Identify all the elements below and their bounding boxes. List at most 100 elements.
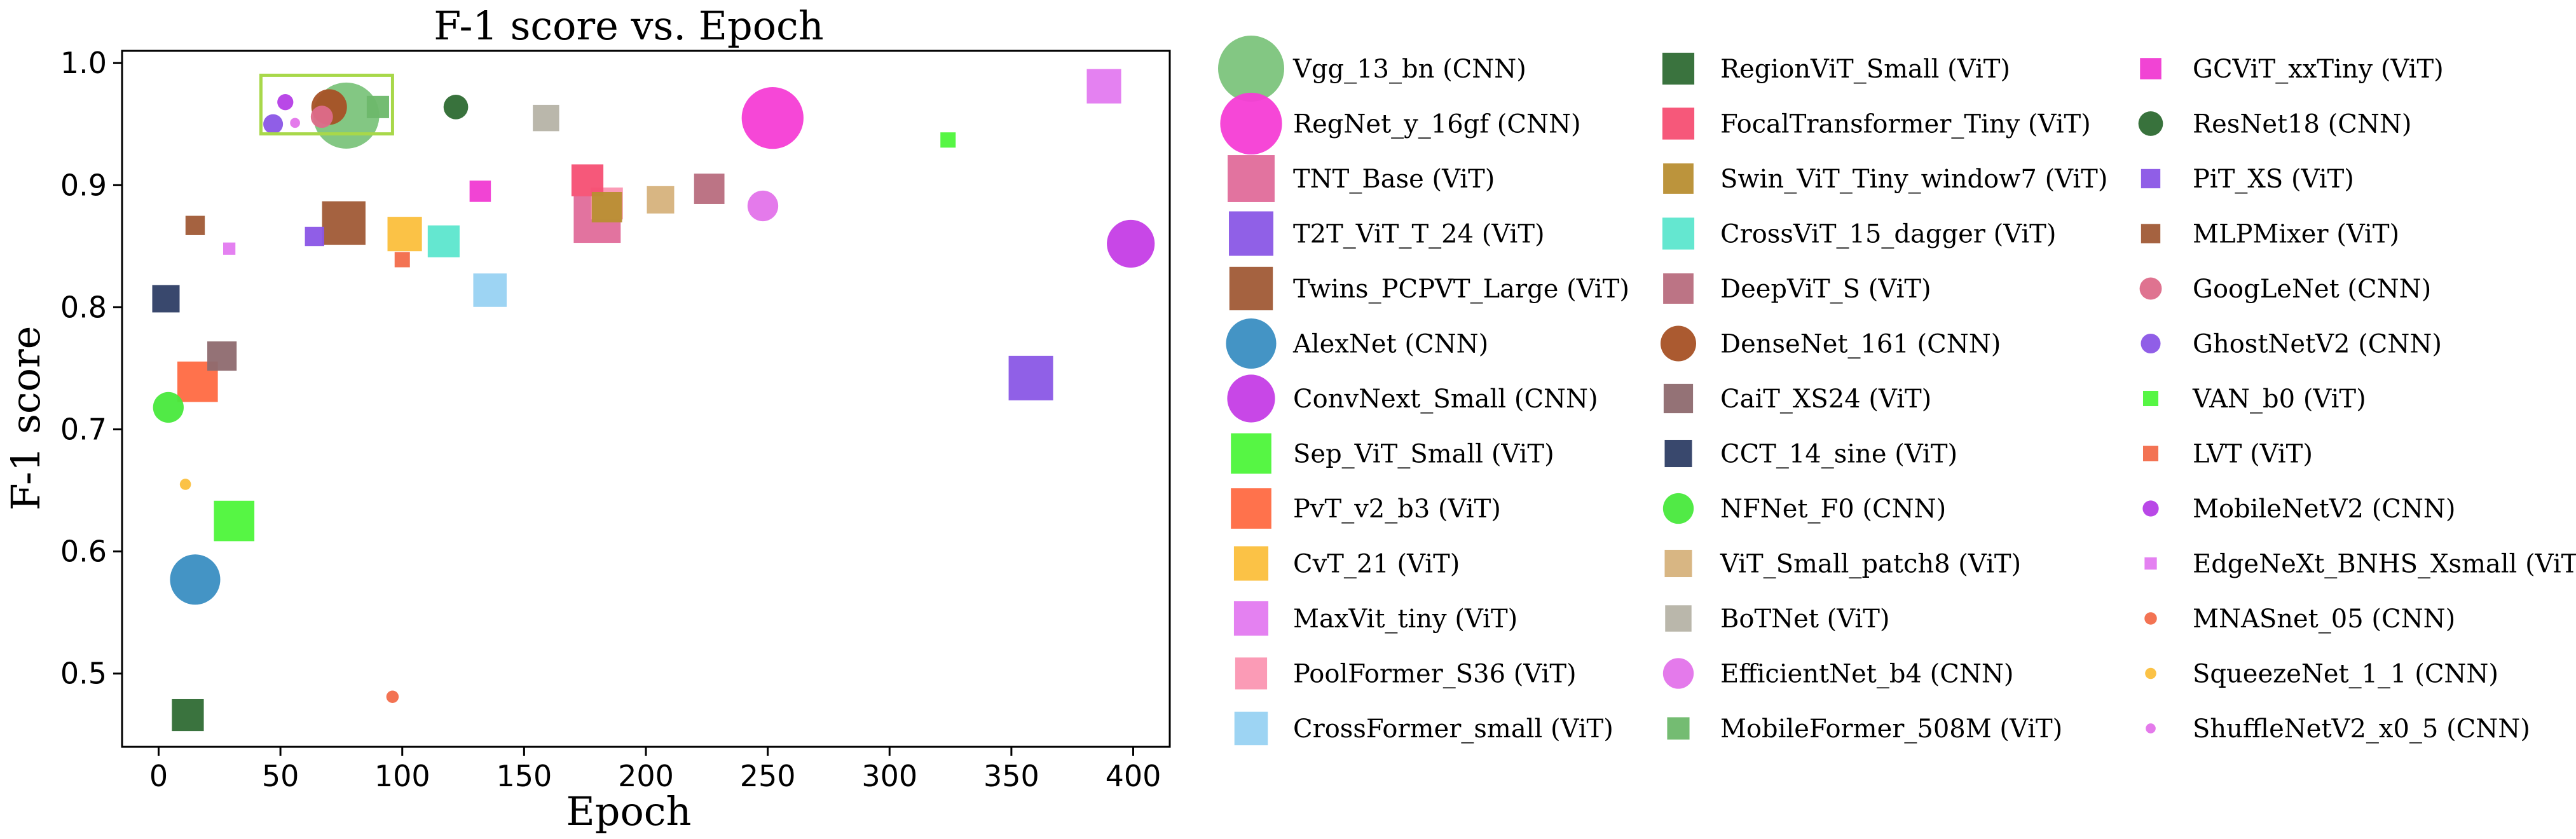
- data-point-convnext-small-cnn: [1107, 219, 1155, 268]
- y-tick-label: 0.7: [60, 413, 107, 447]
- legend-label-poolformer-s36-vit: PoolFormer_S36 (ViT): [1293, 660, 1577, 689]
- legend-label-crossvit-15-dagger-vit: CrossViT_15_dagger (ViT): [1720, 220, 2056, 249]
- data-point-squeezenet-1-1-cnn: [179, 479, 191, 490]
- data-point-mlpmixer-vit: [185, 215, 205, 235]
- legend-marker-lvt-vit: [2142, 446, 2159, 461]
- data-point-cait-xs24-vit: [207, 341, 237, 371]
- legend-label-tnt-base-vit: TNT_Base (ViT): [1293, 165, 1495, 194]
- legend-label-pvt-v2-b3-vit: PvT_v2_b3 (ViT): [1293, 495, 1501, 524]
- data-point-vit-small-patch8-vit: [647, 186, 675, 214]
- legend-label-nfnet-f0-cnn: NFNet_F0 (CNN): [1720, 495, 1946, 524]
- legend-marker-maxvit-tiny-vit: [1233, 601, 1269, 636]
- legend-label-focaltransformer-tiny-vit: FocalTransformer_Tiny (ViT): [1720, 110, 2091, 139]
- legend-label-regionvit-small-vit: RegionViT_Small (ViT): [1720, 55, 2010, 84]
- legend-label-swin-vit-tiny-window7-vit: Swin_ViT_Tiny_window7 (ViT): [1720, 165, 2107, 194]
- legend-marker-cvt-21-vit: [1233, 546, 1269, 581]
- legend-marker-nfnet-f0-cnn: [1662, 493, 1694, 524]
- legend-label-lvt-vit: LVT (ViT): [2193, 440, 2313, 469]
- legend-label-mobilenetv2-cnn: MobileNetV2 (CNN): [2193, 495, 2456, 524]
- data-point-twins-pcpvt-large-vit: [322, 201, 366, 245]
- x-tick-label: 100: [374, 759, 430, 793]
- legend-marker-mnasnet-05-cnn: [2144, 612, 2157, 625]
- highlight-box: [259, 73, 394, 136]
- legend-label-ghostnetv2-cnn: GhostNetV2 (CNN): [2193, 330, 2442, 359]
- legend-label-googlenet-cnn: GoogLeNet (CNN): [2193, 275, 2431, 304]
- data-point-efficientnet-b4-cnn: [747, 190, 779, 222]
- data-point-crossvit-15-dagger-vit: [427, 225, 460, 257]
- legend-marker-vit-small-patch8-vit: [1664, 549, 1692, 578]
- data-point-resnet18-cnn: [443, 95, 469, 119]
- legend-marker-mobileformer-508m-vit: [1667, 717, 1690, 740]
- data-point-focaltransformer-tiny-vit: [571, 164, 604, 196]
- y-axis-label: F-1 score: [3, 326, 49, 511]
- data-point-alexnet-cnn: [170, 554, 221, 605]
- x-axis-label: Epoch: [566, 788, 692, 835]
- legend-marker-gcvit-xxtiny-vit: [2140, 58, 2162, 79]
- legend-marker-crossformer-small-vit: [1234, 711, 1268, 746]
- legend-label-t2t-vit-t-24-vit: T2T_ViT_T_24 (ViT): [1293, 220, 1545, 249]
- legend-label-regnet-y-16gf-cnn: RegNet_y_16gf (CNN): [1293, 110, 1581, 139]
- x-tick-label: 300: [861, 759, 917, 793]
- y-tick-label: 0.8: [60, 290, 107, 324]
- legend-label-squeezenet-1-1-cnn: SqueezeNet_1_1 (CNN): [2193, 660, 2498, 689]
- y-tick-label: 1.0: [60, 46, 107, 80]
- legend-marker-cct-14-sine-vit: [1664, 439, 1692, 468]
- legend-marker-swin-vit-tiny-window7-vit: [1663, 163, 1694, 194]
- data-point-shufflenetv2-x0-5-cnn: [290, 118, 300, 128]
- data-point-botnet-vit: [533, 104, 559, 132]
- legend-marker-squeezenet-1-1-cnn: [2145, 667, 2156, 679]
- legend-marker-convnext-small-cnn: [1227, 374, 1275, 423]
- legend-label-resnet18-cnn: ResNet18 (CNN): [2193, 110, 2412, 139]
- legend-label-alexnet-cnn: AlexNet (CNN): [1292, 330, 1488, 359]
- legend-label-twins-pcpvt-large-vit: Twins_PCPVT_Large (ViT): [1293, 275, 1629, 304]
- chart-title: F-1 score vs. Epoch: [434, 3, 823, 49]
- data-point-regionvit-small-vit: [172, 699, 204, 732]
- x-tick-label: 50: [262, 759, 299, 793]
- legend-marker-cait-xs24-vit: [1663, 383, 1694, 414]
- legend: Vgg_13_bn (CNN) RegNet_y_16gf (CNN) TNT_Ba…: [1218, 36, 2576, 746]
- data-point-googlenet-cnn: [310, 106, 333, 128]
- legend-label-mobileformer-508m-vit: MobileFormer_508M (ViT): [1720, 714, 2062, 744]
- data-point-crossformer-small-vit: [473, 273, 507, 307]
- x-tick-label: 0: [149, 759, 168, 793]
- legend-marker-vgg-13-bn-cnn: [1218, 36, 1284, 102]
- data-point-gcvit-xxtiny-vit: [469, 181, 491, 202]
- legend-marker-twins-pcpvt-large-vit: [1229, 266, 1273, 311]
- legend-marker-shufflenetv2-x0-5-cnn: [2146, 723, 2156, 733]
- legend-label-mlpmixer-vit: MLPMixer (ViT): [2193, 220, 2399, 249]
- data-point-regnet-y-16gf-cnn: [741, 87, 804, 149]
- legend-marker-efficientnet-b4-cnn: [1662, 658, 1694, 689]
- legend-marker-t2t-vit-t-24-vit: [1229, 211, 1273, 256]
- legend-label-cvt-21-vit: CvT_21 (ViT): [1293, 550, 1460, 579]
- legend-marker-ghostnetv2-cnn: [2141, 333, 2161, 354]
- legend-marker-botnet-vit: [1665, 605, 1692, 632]
- y-tick-label: 0.6: [60, 535, 107, 569]
- y-tick-label: 0.5: [60, 657, 107, 691]
- legend-marker-sep-vit-small-vit: [1231, 433, 1271, 474]
- y-tick-label: 0.9: [60, 168, 107, 202]
- legend-label-crossformer-small-vit: CrossFormer_small (ViT): [1293, 714, 1613, 744]
- legend-label-vit-small-patch8-vit: ViT_Small_patch8 (ViT): [1720, 550, 2021, 579]
- x-tick-label: 250: [740, 759, 796, 793]
- data-point-nfnet-f0-cnn: [153, 392, 184, 423]
- legend-label-vgg-13-bn-cnn: Vgg_13_bn (CNN): [1292, 55, 1526, 84]
- data-point-mnasnet-05-cnn: [386, 690, 399, 703]
- legend-label-botnet-vit: BoTNet (ViT): [1720, 604, 1889, 634]
- legend-label-densenet-161-cnn: DenseNet_161 (CNN): [1720, 330, 2001, 359]
- x-tick-label: 350: [983, 759, 1039, 793]
- legend-label-edgenext-bnhs-xsmall-vit: EdgeNeXt_BNHS_Xsmall (ViT): [2193, 550, 2576, 579]
- legend-label-convnext-small-cnn: ConvNext_Small (CNN): [1293, 385, 1598, 414]
- data-point-sep-vit-small-vit: [214, 500, 255, 542]
- data-point-swin-vit-tiny-window7-vit: [591, 192, 622, 222]
- legend-label-efficientnet-b4-cnn: EfficientNet_b4 (CNN): [1720, 660, 2013, 689]
- data-point-ghostnetv2-cnn: [263, 114, 284, 134]
- legend-marker-tnt-base-vit: [1228, 155, 1275, 202]
- data-point-maxvit-tiny-vit: [1086, 69, 1121, 104]
- x-tick-label: 150: [496, 759, 552, 793]
- data-point-edgenext-bnhs-xsmall-vit: [223, 242, 236, 255]
- data-point-pit-xs-vit: [305, 226, 324, 247]
- legend-label-gcvit-xxtiny-vit: GCViT_xxTiny (ViT): [2193, 55, 2444, 84]
- legend-marker-crossvit-15-dagger-vit: [1662, 217, 1695, 250]
- legend-marker-densenet-161-cnn: [1661, 325, 1696, 362]
- data-point-mobilenetv2-cnn: [277, 94, 294, 111]
